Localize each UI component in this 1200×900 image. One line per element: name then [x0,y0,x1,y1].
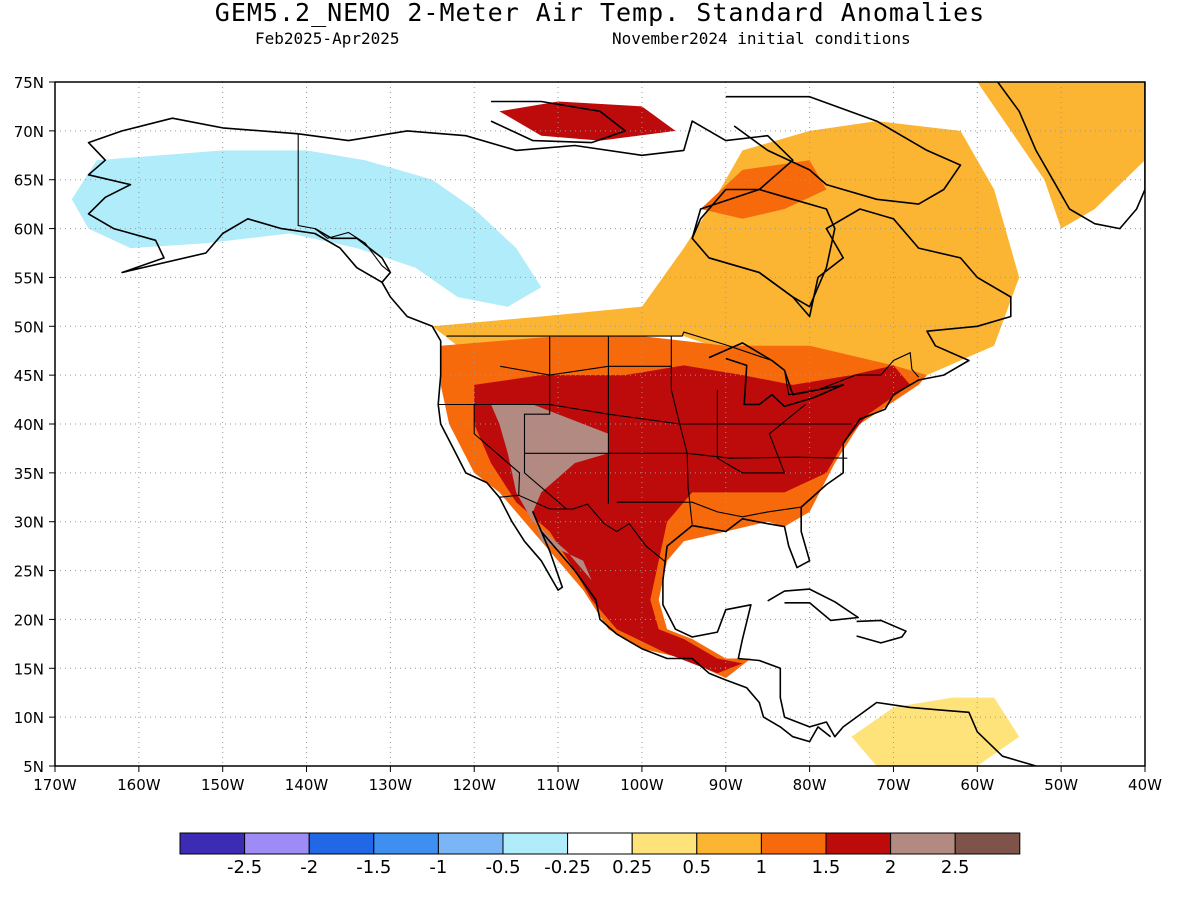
lon-tick-label: 130W [369,776,413,794]
lon-tick-label: 140W [285,776,329,794]
lat-tick-label: 10N [14,709,44,727]
lat-tick-label: 75N [14,74,44,92]
boundary-state-lines-east [716,389,806,474]
boundary-state-lines-lat41 [439,403,852,425]
colorbar-label: -2 [300,857,318,878]
anomaly-region-7 [499,101,676,141]
boundary-state-lines-west [473,404,521,496]
colorbar-swatch [179,832,246,855]
outline-north-america-coast [298,120,1037,766]
colorbar-swatch [954,832,1021,855]
lon-tick-label: 160W [117,776,161,794]
lat-tick-label: 15N [14,660,44,678]
anomaly-region-5 [700,160,827,219]
outline-victoria-island [490,100,627,144]
colorbar-label: 0.25 [612,857,652,878]
anomaly-region-3 [977,82,1145,229]
lat-tick-label: 50N [14,318,44,336]
colorbar-swatch [437,832,504,855]
colorbar-label: 0.5 [682,857,711,878]
lat-tick-label: 65N [14,172,44,190]
lon-tick-label: 60W [960,776,994,794]
colorbar-swatch [567,832,633,855]
colorbar-label: -0.25 [544,857,591,878]
lat-tick-label: 55N [14,269,44,287]
colorbar-swatch [502,832,569,855]
boundary-state-lines-n-s [523,336,567,510]
longitude-axis: 170W 160W 150W 140W 130W 120W 110W 100W 90W 80W 70… [33,766,1162,794]
forecast-period: Feb2025-Apr2025 [255,29,400,48]
colorbar-label: 2 [885,857,896,878]
color-bar: -2.5 -2 -1.5 -1 -0.5 -0.25 0.25 0.5 1 1.5 2 2.5 [179,832,1021,878]
colorbar-label: 2.5 [941,857,970,878]
map-title: GEM5.2_NEMO 2-Meter Air Temp. Standard A… [214,0,986,27]
graticule [55,82,1145,766]
outline-pacific-coast [381,281,832,743]
outline-greenland [893,82,1145,230]
colorbar-label: -1 [429,857,447,878]
outline-alaska [87,117,392,284]
lon-tick-label: 120W [452,776,496,794]
colorbar-swatch [631,832,698,855]
lat-tick-label: 70N [14,123,44,141]
initial-conditions: November2024 initial conditions [612,29,911,48]
colorbar-swatch [696,832,762,855]
lon-tick-label: 40W [1128,776,1162,794]
outline-hispaniola [856,619,907,644]
boundary-state-lines-south [616,501,802,518]
lon-tick-label: 170W [33,776,77,794]
colorbar-label: -2.5 [227,857,262,878]
colorbar-swatch [890,832,956,855]
boundary-state-lines-mid [670,336,693,525]
lat-tick-label: 35N [14,465,44,483]
boundary-state-lines-lat37 [524,452,848,459]
outline-cuba [767,588,860,622]
lon-tick-label: 50W [1044,776,1078,794]
lat-tick-label: 60N [14,221,44,239]
lat-tick-label: 45N [14,367,44,385]
lat-tick-label: 40N [14,416,44,434]
colorbar-label: -1.5 [356,857,391,878]
lat-tick-label: 30N [14,514,44,532]
lat-tick-label: 20N [14,611,44,629]
colorbar-swatch [244,832,310,855]
outline-baffin-island [725,95,962,205]
lon-tick-label: 90W [709,776,743,794]
colorbar-label: 1 [756,857,767,878]
lon-tick-label: 150W [201,776,245,794]
lon-tick-label: 110W [536,776,580,794]
lat-tick-label: 5N [23,758,44,776]
lon-tick-label: 100W [620,776,664,794]
boundary-us-mexico-border [498,494,666,563]
boundary-alaska-canada-border [297,133,391,273]
outline-hudson-bay [691,188,836,308]
colorbar-swatch [760,832,827,855]
colorbar-swatch [308,832,375,855]
anomaly-region-9 [851,697,1020,766]
anomaly-region-1 [71,150,542,307]
latitude-axis: 75N 70N 65N 60N 55N 50N 45N 40N 35N 30N 25N 20N 15N 1… [14,74,55,776]
colorbar-label: -0.5 [485,857,520,878]
colorbar-swatch [373,832,439,855]
colorbar-label: 1.5 [812,857,841,878]
lon-tick-label: 70W [877,776,911,794]
lat-tick-label: 25N [14,563,44,581]
colorbar-swatch [825,832,892,855]
political-boundaries [297,133,920,563]
lon-tick-label: 80W [793,776,827,794]
boundary-us-canada-border [446,331,920,396]
coastlines [87,82,1145,766]
boundary-state-lines-lat45 [500,365,672,376]
